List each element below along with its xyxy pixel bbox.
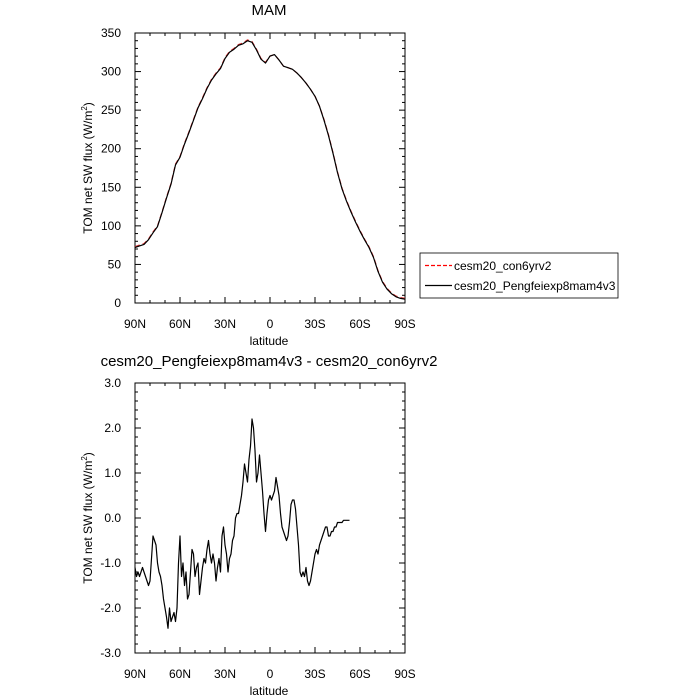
y-tick-label: 50 [108,257,122,271]
x-tick-label: 60N [169,317,191,331]
y-tick-label: 150 [101,180,121,194]
series-group [134,418,350,629]
series-line [134,39,406,299]
chart-bottom: cesm20_Pengfeiexp8mam4v3 - cesm20_con6yr… [80,353,437,698]
chart-title: cesm20_Pengfeiexp8mam4v3 - cesm20_con6yr… [101,353,438,370]
y-tick-label: 0.0 [104,511,121,525]
x-tick-label: 30N [214,317,236,331]
axis-ticks [134,32,406,304]
y-axis-label: TOM net SW flux (W/m2) [80,102,95,234]
legend-box [419,252,619,299]
x-tick-label: 0 [267,317,274,331]
y-tick-label: 1.0 [104,466,121,480]
y-tick-labels: 0 50 100 150 200 250 300 350 [101,26,121,310]
x-tick-labels: 90N 60N 30N 0 30S 60S 90S [124,317,416,331]
plot-frame [134,32,406,304]
axis-ticks [134,382,406,654]
x-tick-labels: 90N 60N 30N 0 30S 60S 90S [124,667,416,681]
x-tick-label: 0 [267,667,274,681]
y-tick-label: 350 [101,26,121,40]
x-tick-label: 90S [394,317,415,331]
series-line [134,418,350,629]
x-tick-label: 60S [349,667,370,681]
series-line [134,40,406,300]
x-tick-label: 90N [124,317,146,331]
y-tick-label: 100 [101,219,121,233]
chart-top: MAM 0 50 100 150 200 250 300 350 90N 60N 30N 0 30S 6… [80,2,416,348]
x-axis-label: latitude [250,334,289,348]
y-tick-label: 3.0 [104,376,121,390]
y-tick-label: 250 [101,103,121,117]
legend: cesm20_con6yrv2 cesm20_Pengfeiexp8mam4v3 [419,252,619,299]
y-tick-labels: -3.0 -2.0 -1.0 0.0 1.0 2.0 3.0 [100,376,121,660]
y-axis-label: TOM net SW flux (W/m2) [80,452,95,584]
y-tick-label: 0 [114,296,121,310]
legend-entry: cesm20_Pengfeiexp8mam4v3 [454,279,616,293]
x-tick-label: 30S [304,667,325,681]
x-tick-label: 30N [214,667,236,681]
x-tick-label: 60N [169,667,191,681]
y-tick-label: -3.0 [100,646,121,660]
y-tick-label: 300 [101,65,121,79]
y-tick-label: -1.0 [100,556,121,570]
chart-title: MAM [252,2,287,19]
y-tick-label: 200 [101,142,121,156]
x-tick-label: 90N [124,667,146,681]
y-tick-label: -2.0 [100,601,121,615]
series-group [134,39,406,300]
x-tick-label: 60S [349,317,370,331]
legend-entry: cesm20_con6yrv2 [454,259,552,273]
y-tick-label: 2.0 [104,421,121,435]
x-tick-label: 30S [304,317,325,331]
x-tick-label: 90S [394,667,415,681]
x-axis-label: latitude [250,684,289,698]
plot-frame [134,382,406,654]
